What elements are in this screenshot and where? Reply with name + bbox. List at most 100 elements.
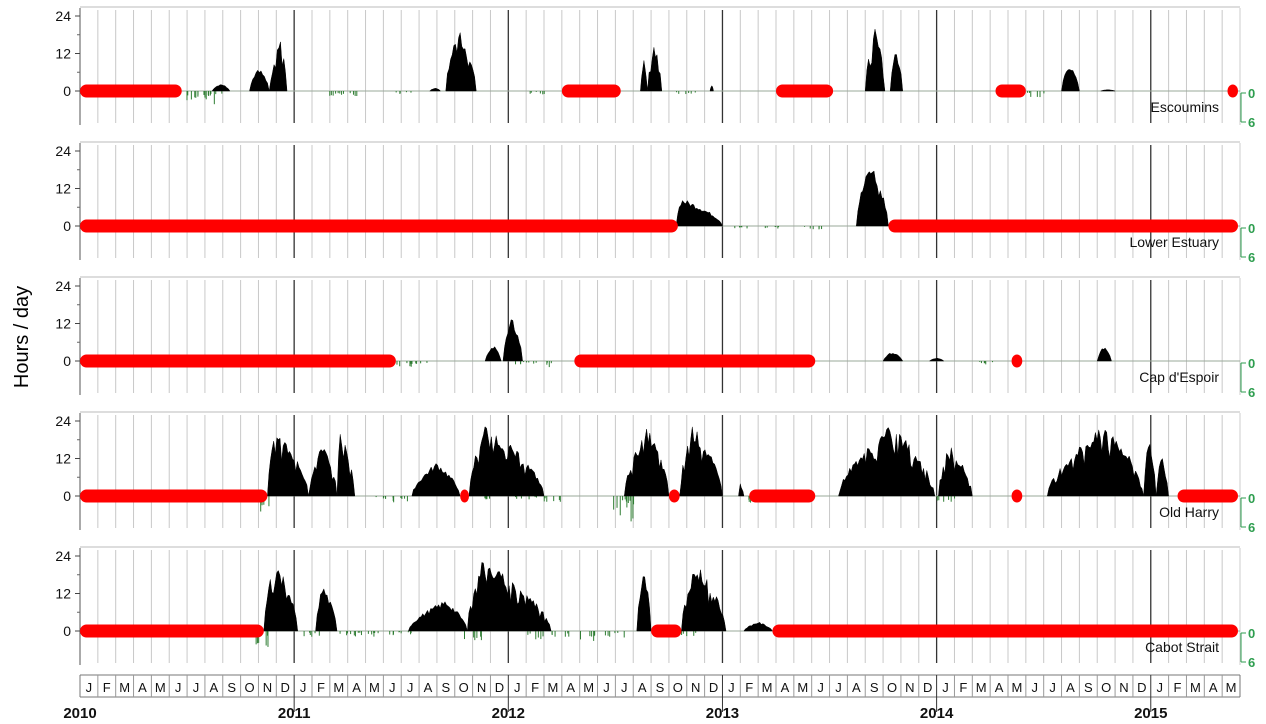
y-tick-label: 0 [63, 623, 71, 639]
month-label: M [333, 680, 344, 695]
presence-area [1061, 69, 1080, 92]
month-label: O [1101, 680, 1111, 695]
no-data-bar [651, 624, 682, 638]
month-label: A [852, 680, 861, 695]
no-data-bar [995, 84, 1026, 98]
right-tick-label: 0 [1248, 86, 1255, 101]
no-data-bar [574, 354, 816, 368]
y-tick-label: 12 [55, 316, 71, 332]
month-label: J [1032, 680, 1039, 695]
month-label: D [1137, 680, 1146, 695]
right-tick-label: 6 [1248, 655, 1255, 670]
presence-area [263, 569, 298, 632]
month-label: J [1049, 680, 1056, 695]
month-label: D [923, 680, 932, 695]
month-label: A [638, 680, 647, 695]
month-label: J [514, 680, 521, 695]
month-label: S [1084, 680, 1093, 695]
month-label: S [656, 680, 665, 695]
month-label: J [1156, 680, 1163, 695]
month-label: J [728, 680, 735, 695]
right-axis: 06 [1240, 86, 1255, 130]
presence-area [502, 319, 523, 362]
month-label: J [817, 680, 824, 695]
month-label: F [959, 680, 967, 695]
month-label: D [495, 680, 504, 695]
month-label: M [762, 680, 773, 695]
no-data-bar [1177, 489, 1238, 503]
month-label: S [870, 680, 879, 695]
month-label: M [155, 680, 166, 695]
year-label: 2014 [920, 705, 954, 722]
no-data-bar [888, 219, 1238, 233]
month-label: M [119, 680, 130, 695]
month-label: A [995, 680, 1004, 695]
y-tick-label: 12 [55, 451, 71, 467]
station-label: Old Harry [1159, 504, 1219, 520]
y-axis-label: Hours / day [11, 286, 33, 388]
y-tick-label: 24 [55, 278, 71, 294]
month-label: O [459, 680, 469, 695]
month-label: J [835, 680, 842, 695]
y-tick-label: 24 [55, 143, 71, 159]
month-label: D [709, 680, 718, 695]
month-label: J [407, 680, 414, 695]
right-tick-label: 0 [1248, 356, 1255, 371]
y-tick-label: 24 [55, 548, 71, 564]
no-data-bar [80, 489, 268, 503]
month-label: A [424, 680, 433, 695]
no-data-bar [749, 489, 816, 503]
month-label: A [566, 680, 575, 695]
year-label: 2012 [492, 705, 525, 722]
month-label: S [442, 680, 451, 695]
presence-area [336, 434, 356, 497]
y-tick-label: 24 [55, 8, 71, 24]
station-label: Escoumins [1151, 99, 1219, 115]
presence-area [484, 346, 502, 362]
month-label: F [1174, 680, 1182, 695]
presence-area [636, 576, 652, 632]
no-data-bar [1011, 354, 1023, 368]
no-data-bar [668, 489, 680, 503]
presence-area [681, 569, 727, 632]
month-label: A [352, 680, 361, 695]
presence-area [408, 601, 468, 632]
presence-area [743, 621, 773, 632]
no-data-bar [776, 84, 834, 98]
no-data-bar [772, 624, 1238, 638]
year-label: 2011 [278, 705, 311, 722]
right-tick-label: 6 [1248, 520, 1255, 535]
right-tick-label: 6 [1248, 115, 1255, 130]
month-label: J [300, 680, 307, 695]
no-data-bar [80, 219, 678, 233]
month-label: N [691, 680, 700, 695]
right-tick-label: 0 [1248, 491, 1255, 506]
presence-area [1100, 89, 1116, 92]
year-label: 2013 [706, 705, 739, 722]
presence-area [864, 29, 886, 92]
no-data-bar [80, 354, 396, 368]
month-label: A [1209, 680, 1218, 695]
month-label: F [745, 680, 753, 695]
presence-area [738, 483, 745, 497]
presence-area [249, 69, 270, 92]
month-label: A [138, 680, 147, 695]
no-data-bar [1011, 489, 1023, 503]
right-axis: 06 [1240, 626, 1255, 670]
y-tick-label: 0 [63, 83, 71, 99]
year-label: 2010 [63, 705, 96, 722]
y-tick-label: 24 [55, 413, 71, 429]
presence-area [1046, 429, 1144, 497]
month-label: N [263, 680, 272, 695]
presence-area [1155, 457, 1169, 497]
presence-area [308, 448, 338, 497]
month-label: O [673, 680, 683, 695]
month-label: J [193, 680, 200, 695]
presence-area [928, 357, 945, 362]
month-label: A [1066, 680, 1075, 695]
